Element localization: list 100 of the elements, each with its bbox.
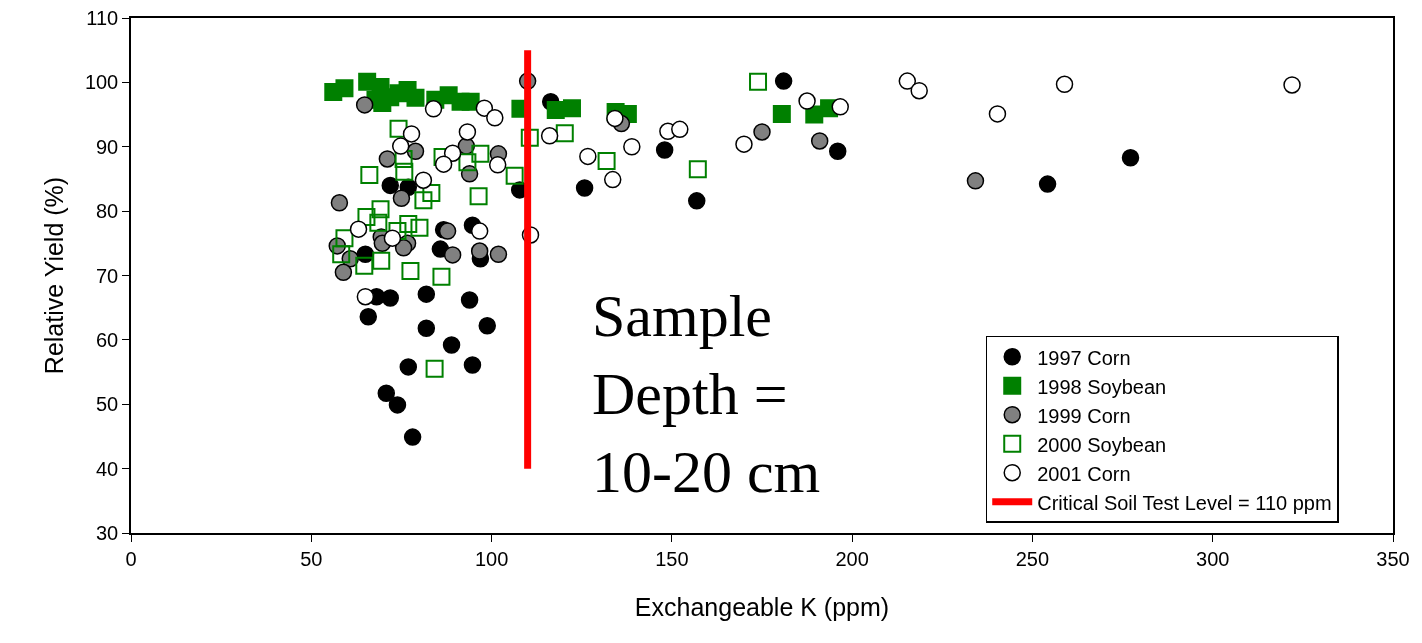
point	[555, 124, 574, 143]
point	[434, 155, 453, 173]
point	[463, 356, 482, 374]
point	[381, 176, 399, 195]
point	[1038, 175, 1057, 193]
point	[335, 229, 354, 248]
point	[335, 79, 354, 98]
y-tick-label: 100	[84, 71, 119, 94]
point	[360, 166, 379, 185]
point	[371, 200, 390, 219]
point	[470, 242, 489, 260]
point	[470, 222, 489, 240]
x-tick-label: 50	[300, 547, 323, 570]
point	[394, 239, 413, 257]
legend-label: 2000 Soybean	[1037, 433, 1167, 456]
point	[460, 291, 479, 309]
point	[443, 246, 462, 264]
point	[810, 132, 829, 150]
point	[399, 358, 418, 376]
point	[425, 359, 444, 378]
point	[772, 104, 791, 123]
point	[458, 153, 477, 172]
x-tick-label: 300	[1196, 547, 1230, 570]
point	[392, 189, 411, 207]
point	[372, 251, 391, 270]
point	[334, 263, 353, 282]
point	[332, 245, 351, 264]
y-tick-label: 90	[96, 135, 119, 158]
point	[357, 207, 376, 226]
point	[671, 120, 689, 139]
point	[414, 171, 433, 189]
annotation: Sample Depth = 10-20 cm	[592, 283, 821, 505]
point	[562, 99, 581, 118]
point	[442, 336, 461, 354]
point	[688, 160, 707, 179]
point	[417, 319, 436, 338]
point	[688, 192, 706, 210]
point	[831, 98, 849, 116]
point	[488, 156, 507, 174]
y-tick-label: 110	[86, 7, 119, 29]
legend-label: 1998 Soybean	[1037, 375, 1167, 398]
point	[424, 100, 443, 118]
point	[378, 150, 397, 168]
point	[399, 215, 418, 233]
point	[655, 141, 674, 159]
x-tick-label: 350	[1376, 547, 1410, 570]
y-axis-title: Relative Yield (%)	[40, 176, 69, 375]
legend-label: 1999 Corn	[1037, 404, 1131, 427]
point	[414, 191, 433, 210]
point	[966, 172, 985, 190]
point	[410, 218, 429, 237]
point	[369, 213, 388, 232]
point	[402, 125, 421, 143]
point	[461, 92, 480, 111]
point	[828, 142, 847, 160]
point	[471, 144, 490, 163]
point	[798, 92, 816, 110]
point	[432, 267, 451, 286]
point	[575, 179, 594, 197]
point	[753, 123, 771, 141]
y-tick-label: 50	[96, 393, 119, 416]
point	[597, 151, 616, 170]
point	[749, 72, 768, 91]
point	[394, 149, 413, 168]
point	[489, 245, 508, 263]
y-tick-label: 60	[96, 328, 119, 351]
point	[403, 428, 422, 446]
point	[606, 109, 624, 128]
point	[422, 184, 441, 203]
legend-label: 2001 Corn	[1037, 462, 1131, 485]
point	[330, 194, 349, 212]
point	[469, 187, 488, 206]
x-tick-label: 150	[655, 547, 689, 570]
point	[438, 222, 457, 240]
legend-label: Critical Soil Test Level = 110 ppm	[1037, 491, 1332, 514]
point	[388, 396, 407, 414]
point	[1121, 148, 1140, 167]
point	[520, 128, 539, 147]
y-tick-label: 30	[96, 522, 119, 544]
y-tick-label: 80	[96, 200, 119, 223]
point	[395, 162, 414, 181]
point	[546, 101, 565, 120]
point	[478, 316, 496, 335]
point	[774, 72, 793, 90]
point	[401, 261, 420, 280]
point	[417, 285, 436, 303]
x-tick-label: 0	[125, 547, 137, 570]
x-tick-label: 200	[835, 547, 869, 570]
point	[383, 229, 402, 247]
point	[355, 96, 374, 114]
point	[381, 289, 399, 307]
point	[359, 307, 378, 326]
y-tick-label: 70	[96, 264, 119, 287]
point	[377, 384, 396, 403]
point	[349, 220, 368, 238]
x-tick-label: 250	[1015, 547, 1050, 570]
x-tick-label: 100	[474, 547, 509, 570]
x-axis-title: Exchangeable K (ppm)	[634, 593, 890, 622]
point	[443, 144, 462, 162]
point	[355, 256, 374, 275]
